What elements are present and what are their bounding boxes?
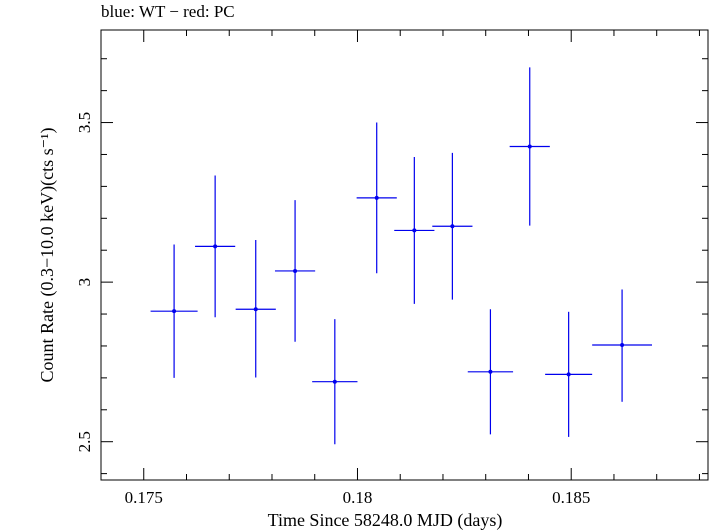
y-tick-label: 3.5 <box>75 112 94 133</box>
data-point <box>312 319 358 445</box>
chart-title: blue: WT − red: PC <box>101 2 235 21</box>
data-marker <box>412 228 417 233</box>
axis-tick-labels: 0.175 0.18 0.185 2.5 3 3.5 <box>75 112 590 507</box>
data-marker <box>527 144 532 149</box>
data-marker <box>566 372 571 377</box>
x-tick-label: 0.185 <box>552 488 590 507</box>
y-tick-label: 3 <box>75 278 94 287</box>
data-point <box>432 152 473 300</box>
x-tick-label: 0.18 <box>343 488 373 507</box>
data-marker <box>620 343 625 347</box>
data-point <box>545 311 593 437</box>
data-point <box>356 122 397 274</box>
data-point <box>195 175 236 318</box>
axis-ticks <box>100 30 708 480</box>
data-point <box>235 240 276 378</box>
data-point <box>467 309 514 435</box>
data-point <box>150 244 198 378</box>
x-tick-label: 0.175 <box>125 488 163 507</box>
data-point <box>592 289 653 402</box>
y-tick-label: 2.5 <box>75 431 94 452</box>
data-marker <box>213 244 218 249</box>
plot-frame <box>100 29 709 481</box>
data-points <box>150 67 653 445</box>
data-point <box>394 157 435 304</box>
data-marker <box>450 224 455 229</box>
data-marker <box>488 369 493 374</box>
data-marker <box>253 307 258 312</box>
data-marker <box>332 379 337 384</box>
data-point <box>509 67 550 226</box>
data-marker <box>172 309 177 314</box>
data-point <box>274 200 316 342</box>
y-axis-label: Count Rate (0.3−10.0 keV)(cts s⁻¹) <box>37 127 58 382</box>
data-marker <box>293 268 298 273</box>
data-marker <box>374 195 379 200</box>
x-axis-label: Time Since 58248.0 MJD (days) <box>268 510 503 531</box>
